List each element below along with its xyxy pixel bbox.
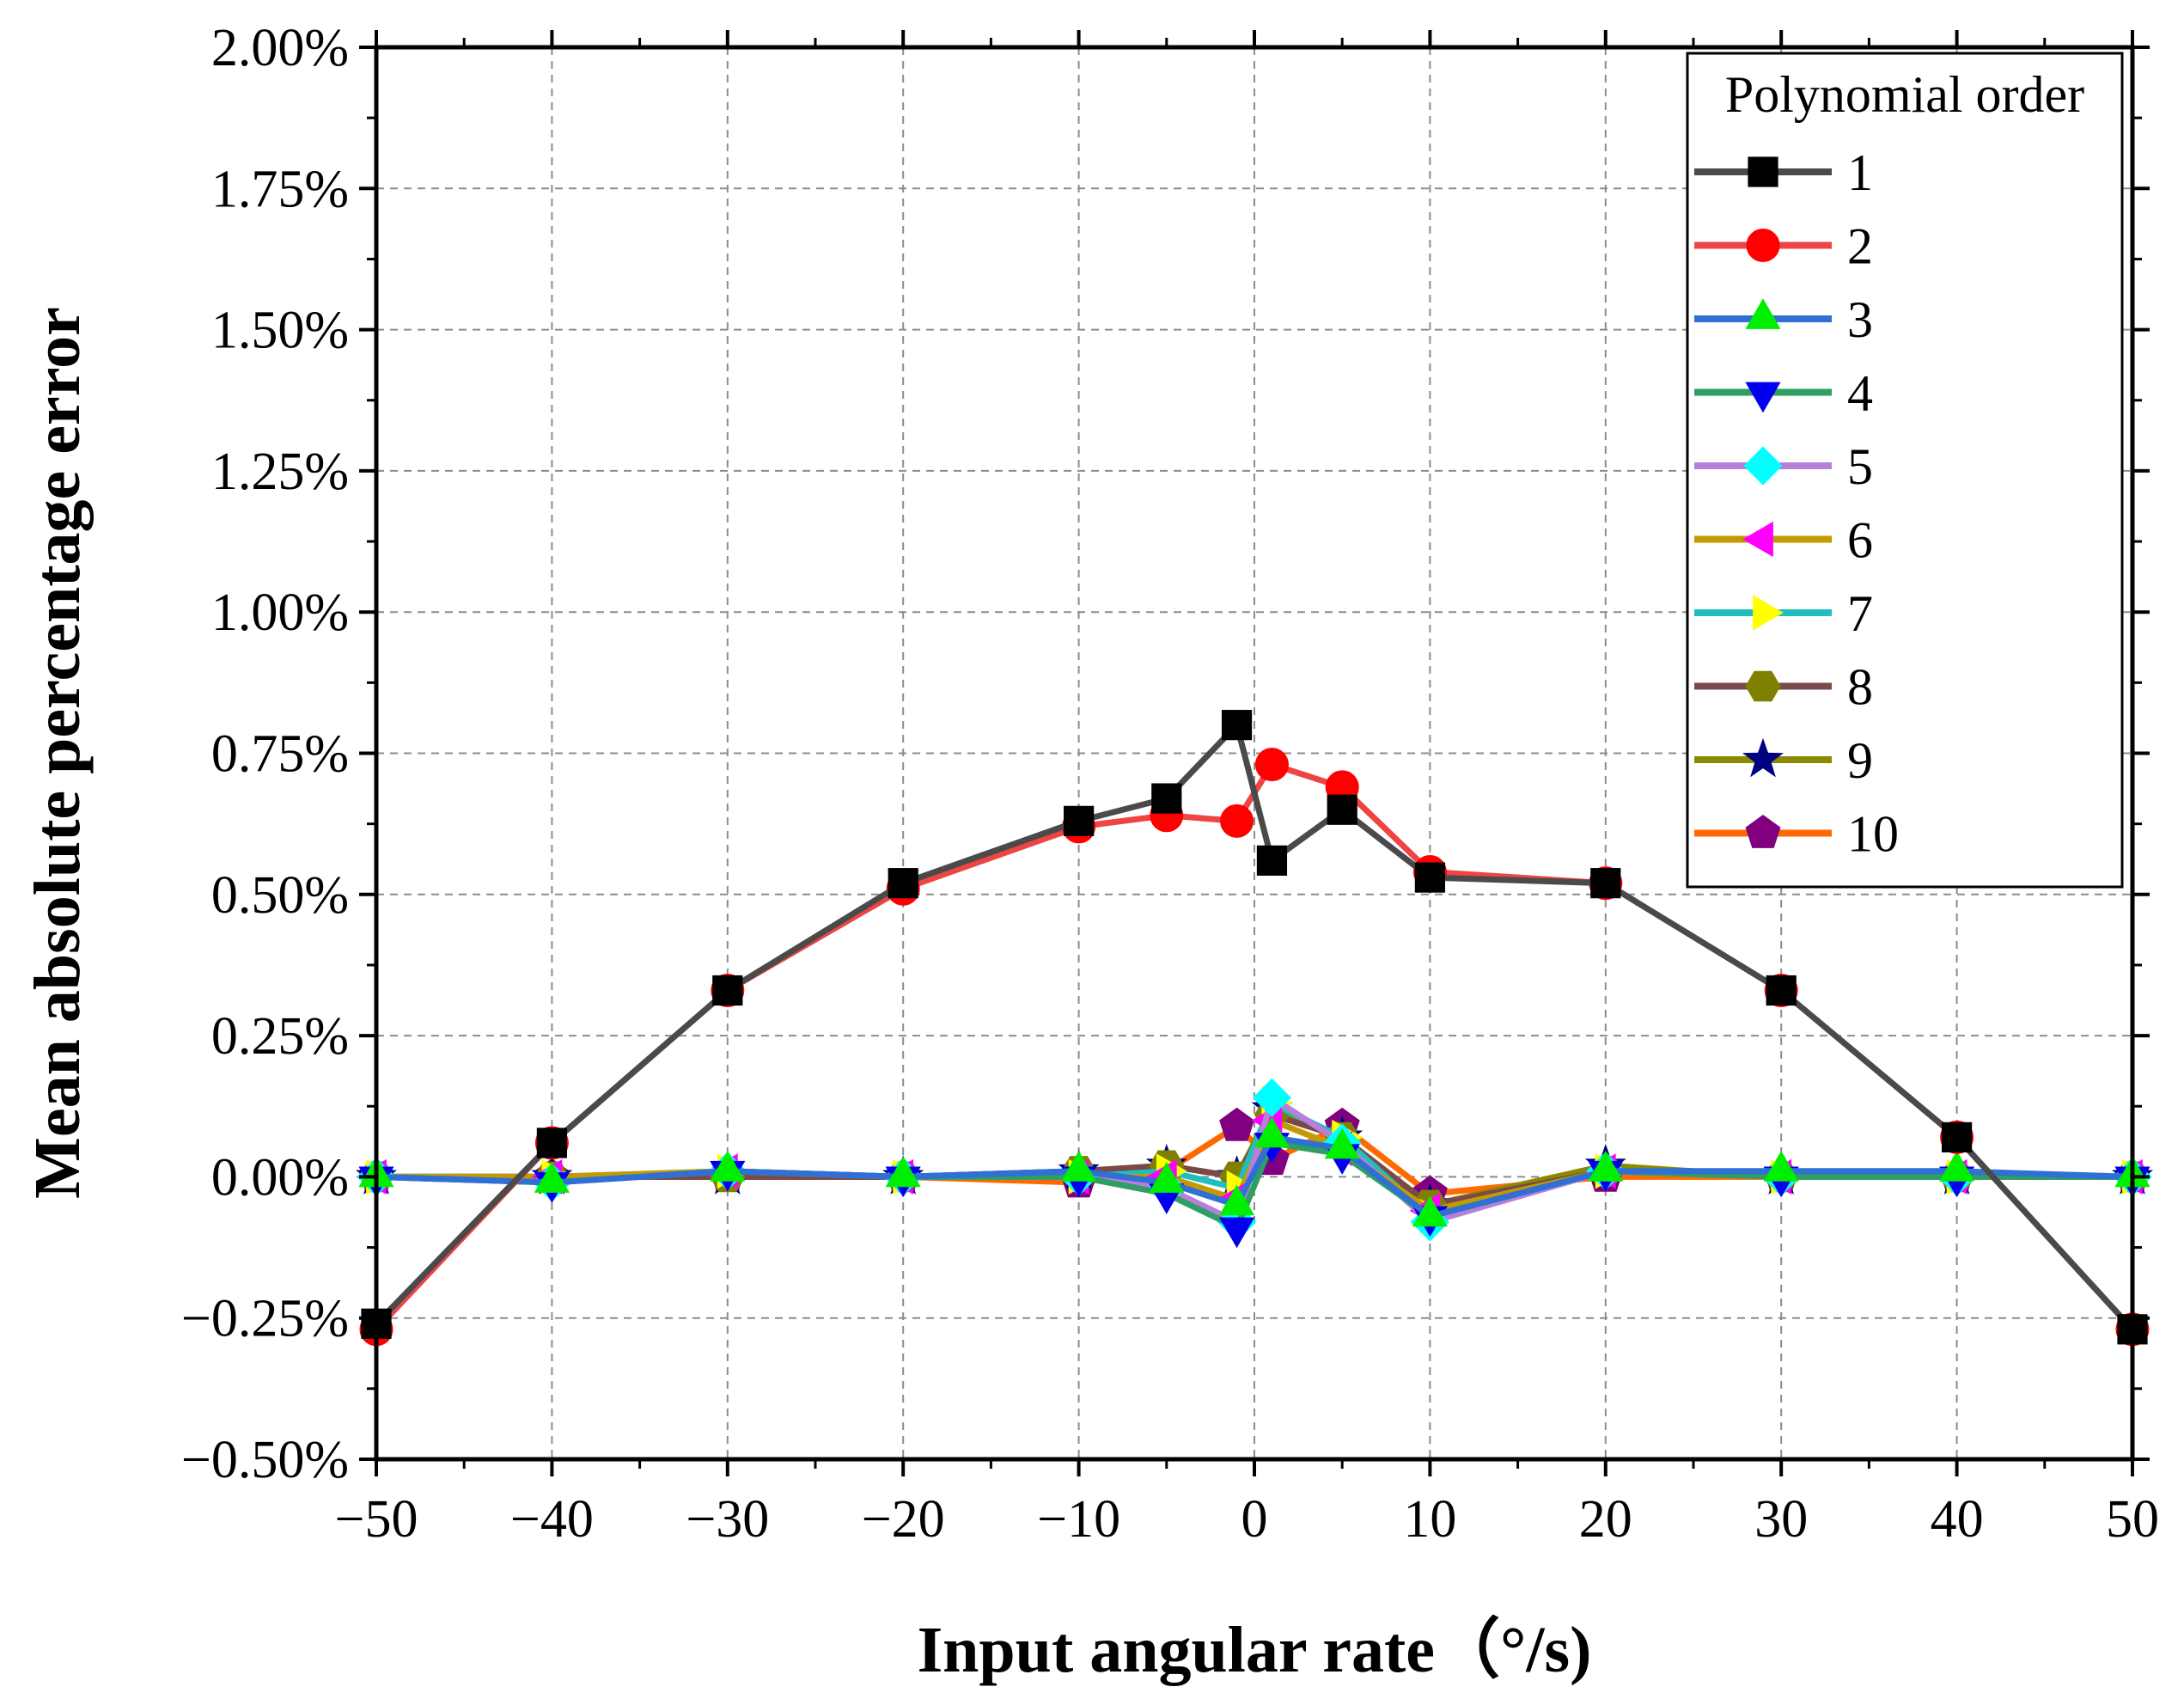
legend-marker-1 — [1748, 156, 1778, 187]
legend: Polynomial order 1 2 3 4 5 6 7 8 9 10 — [1686, 52, 2124, 889]
legend-label-8: 8 — [1847, 659, 1873, 716]
y-tick-label: 0.75% — [211, 725, 349, 784]
data-point-3 — [1324, 1128, 1360, 1159]
legend-label-5: 5 — [1847, 438, 1873, 495]
legend-marker-4 — [1745, 382, 1781, 413]
data-point-10 — [1219, 1107, 1254, 1141]
data-point-1 — [1151, 783, 1182, 814]
legend-marker-10 — [1745, 814, 1781, 848]
x-tick-label: 20 — [1579, 1490, 1632, 1549]
y-tick-label: −0.25% — [181, 1290, 349, 1348]
y-tick-label: 1.25% — [211, 443, 349, 501]
legend-marker-7 — [1753, 595, 1784, 631]
data-point-1 — [1766, 975, 1797, 1006]
y-tick-label: 1.75% — [211, 160, 349, 218]
legend-item-1: 1 — [1694, 144, 1873, 201]
legend-marker-3 — [1745, 298, 1781, 329]
data-point-1 — [712, 975, 743, 1006]
data-point-2 — [1220, 804, 1254, 838]
legend-label-4: 4 — [1847, 365, 1873, 422]
x-tick-label: 30 — [1754, 1490, 1808, 1549]
legend-item-5: 5 — [1694, 438, 1873, 495]
legend-marker-6 — [1742, 521, 1773, 558]
data-point-1 — [536, 1128, 567, 1158]
data-point-3 — [534, 1162, 570, 1193]
data-point-5 — [1252, 1078, 1292, 1117]
legend-item-10: 10 — [1694, 806, 1899, 863]
data-point-3 — [1149, 1162, 1185, 1193]
y-tick-label: 0.25% — [211, 1007, 349, 1066]
series-layer — [355, 710, 2154, 1347]
y-axis-title: Mean absolute percentage error — [21, 307, 94, 1199]
x-tick-label: −40 — [510, 1490, 594, 1549]
data-point-1 — [1064, 805, 1095, 836]
x-tick-label: 40 — [1931, 1490, 1984, 1549]
data-point-3 — [1588, 1150, 1624, 1182]
data-point-1 — [1414, 862, 1446, 893]
legend-marker-8 — [1745, 670, 1781, 702]
axis-ticks: −50 −40 −30 −20 −10 0 10 20 30 40 50 −0.50% −0.25% 0.… — [181, 19, 2159, 1549]
data-point-3 — [710, 1150, 746, 1182]
legend-marker-9 — [1742, 737, 1784, 778]
y-tick-label: −0.50% — [181, 1431, 349, 1489]
data-point-3 — [1254, 1116, 1290, 1148]
data-point-1 — [1221, 710, 1253, 741]
legend-label-9: 9 — [1847, 732, 1873, 789]
data-point-1 — [1256, 845, 1288, 876]
data-point-3 — [1061, 1150, 1097, 1182]
y-tick-label: 2.00% — [211, 19, 349, 77]
x-tick-label: −30 — [686, 1490, 769, 1549]
legend-label-2: 2 — [1847, 218, 1873, 275]
data-point-3 — [1218, 1184, 1255, 1216]
legend-label-6: 6 — [1847, 512, 1873, 569]
data-point-1 — [1942, 1121, 1973, 1152]
data-point-2 — [1254, 748, 1289, 782]
data-point-3 — [1412, 1195, 1448, 1227]
x-tick-label: −50 — [335, 1490, 418, 1549]
legend-item-8: 8 — [1694, 659, 1873, 716]
x-axis-title: Input angular rate（°/s) — [918, 1614, 1592, 1686]
legend-marker-2 — [1746, 229, 1780, 262]
data-point-3 — [1763, 1150, 1799, 1182]
legend-label-1: 1 — [1847, 144, 1873, 201]
x-tick-label: 50 — [2106, 1490, 2159, 1549]
data-point-4 — [1218, 1217, 1255, 1249]
legend-label-3: 3 — [1847, 291, 1873, 348]
legend-label-10: 10 — [1847, 806, 1899, 863]
data-point-1 — [888, 868, 918, 899]
y-tick-label: 1.00% — [211, 584, 349, 642]
data-point-3 — [1939, 1150, 1975, 1182]
y-tick-label: 1.50% — [211, 302, 349, 360]
legend-item-3: 3 — [1694, 291, 1873, 348]
data-point-3 — [885, 1156, 921, 1188]
legend-label-7: 7 — [1847, 585, 1873, 642]
y-tick-label: 0.00% — [211, 1148, 349, 1207]
legend-item-4: 4 — [1694, 365, 1873, 422]
legend-item-7: 7 — [1694, 585, 1873, 642]
x-tick-label: 10 — [1403, 1490, 1456, 1549]
legend-title: Polynomial order — [1725, 66, 2084, 123]
series-3 — [358, 1116, 2150, 1227]
x-tick-label: 0 — [1241, 1490, 1268, 1549]
series-line-1 — [374, 722, 2135, 1332]
data-point-1 — [1327, 794, 1357, 825]
x-tick-label: −10 — [1037, 1490, 1120, 1549]
data-point-1 — [1590, 868, 1621, 899]
x-tick-label: −20 — [862, 1490, 945, 1549]
legend-marker-5 — [1743, 446, 1783, 486]
series-line-3 — [375, 1134, 2133, 1219]
y-tick-label: 0.50% — [211, 866, 349, 925]
legend-item-2: 2 — [1694, 218, 1873, 275]
legend-item-6: 6 — [1694, 512, 1873, 569]
legend-item-9: 9 — [1694, 732, 1873, 789]
